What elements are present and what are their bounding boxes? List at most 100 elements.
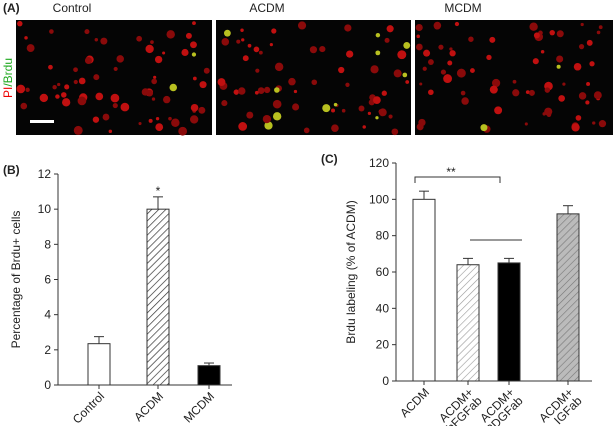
cell bbox=[375, 32, 381, 38]
micrographs bbox=[16, 20, 613, 136]
cell bbox=[241, 38, 245, 42]
cell bbox=[449, 50, 456, 57]
bar bbox=[146, 208, 170, 386]
ylabel-green: /Brdu bbox=[1, 58, 15, 87]
cell bbox=[438, 44, 444, 50]
cell bbox=[242, 55, 249, 62]
cell bbox=[271, 28, 277, 34]
cell bbox=[419, 82, 423, 86]
cell bbox=[375, 50, 381, 56]
annotation: ** bbox=[446, 165, 456, 179]
cell bbox=[512, 89, 520, 97]
cell bbox=[460, 90, 466, 96]
cell bbox=[303, 127, 310, 134]
label-line: Control bbox=[70, 389, 107, 426]
x-tick-label: ACDM bbox=[397, 385, 432, 420]
cell bbox=[154, 55, 163, 64]
cell bbox=[297, 21, 307, 30]
cell bbox=[162, 51, 166, 55]
cell bbox=[415, 23, 423, 32]
cell bbox=[263, 86, 271, 94]
cell bbox=[380, 109, 385, 114]
cell bbox=[525, 90, 530, 95]
cell bbox=[542, 112, 546, 116]
cell bbox=[253, 46, 260, 53]
cell bbox=[112, 102, 118, 109]
cell bbox=[422, 66, 427, 71]
cell bbox=[163, 95, 171, 104]
y-tick-label: 120 bbox=[369, 156, 389, 170]
cell bbox=[589, 61, 595, 67]
micrograph bbox=[216, 20, 411, 135]
y-tick-label: 60 bbox=[376, 265, 390, 279]
cell bbox=[141, 88, 150, 96]
cell bbox=[331, 108, 336, 113]
cell bbox=[586, 81, 591, 86]
cell bbox=[178, 126, 188, 136]
bar bbox=[497, 262, 521, 382]
cell bbox=[319, 45, 326, 53]
cell bbox=[247, 43, 252, 48]
scale-bar bbox=[30, 120, 54, 123]
cell bbox=[532, 58, 539, 65]
cell bbox=[454, 21, 460, 27]
label-line: ACDM bbox=[397, 385, 432, 420]
cell bbox=[461, 97, 469, 105]
cell bbox=[578, 44, 585, 50]
cell bbox=[388, 114, 393, 119]
cell bbox=[25, 87, 30, 93]
cell bbox=[102, 113, 110, 121]
ylabel-red: PI bbox=[1, 87, 15, 98]
cell bbox=[447, 60, 453, 66]
cell bbox=[73, 125, 83, 135]
y-tick-label: 10 bbox=[38, 202, 52, 216]
cell bbox=[155, 123, 164, 131]
cell bbox=[84, 57, 92, 65]
cell bbox=[92, 116, 100, 123]
cell bbox=[185, 32, 192, 39]
cell bbox=[575, 115, 582, 121]
cell bbox=[362, 125, 366, 129]
cell bbox=[84, 29, 90, 35]
cell bbox=[203, 67, 210, 74]
image-title: MCDM bbox=[444, 1, 481, 15]
y-tick-label: 2 bbox=[44, 343, 51, 357]
cell bbox=[344, 24, 352, 32]
cell bbox=[428, 89, 434, 96]
bar bbox=[412, 198, 436, 382]
cell bbox=[311, 79, 318, 86]
cell bbox=[190, 103, 199, 112]
cell bbox=[148, 118, 153, 123]
cell bbox=[578, 92, 587, 100]
cell bbox=[255, 68, 260, 73]
cell bbox=[402, 72, 408, 78]
cell bbox=[233, 89, 239, 95]
image-title: Control bbox=[53, 1, 92, 15]
micrograph bbox=[16, 20, 212, 135]
cell bbox=[416, 34, 420, 39]
cell bbox=[145, 44, 154, 54]
cell bbox=[258, 50, 263, 55]
bar bbox=[197, 365, 221, 386]
image-title: ACDM bbox=[249, 1, 284, 15]
cell bbox=[16, 84, 26, 94]
cell bbox=[470, 68, 475, 73]
cell bbox=[189, 115, 199, 124]
cell bbox=[292, 103, 300, 111]
cell bbox=[381, 90, 387, 96]
cell bbox=[191, 52, 197, 57]
cell bbox=[262, 114, 271, 124]
cell bbox=[190, 41, 197, 49]
y-tick-label: 12 bbox=[38, 167, 52, 181]
cell bbox=[78, 77, 86, 85]
cell bbox=[17, 20, 23, 27]
cell bbox=[48, 64, 53, 70]
cell bbox=[257, 87, 265, 94]
cell bbox=[393, 69, 402, 78]
cell bbox=[586, 39, 593, 46]
cell bbox=[100, 37, 108, 45]
cell bbox=[427, 59, 434, 65]
significance-bracket bbox=[414, 176, 501, 183]
cell bbox=[293, 89, 298, 94]
annotation: * bbox=[156, 184, 161, 198]
